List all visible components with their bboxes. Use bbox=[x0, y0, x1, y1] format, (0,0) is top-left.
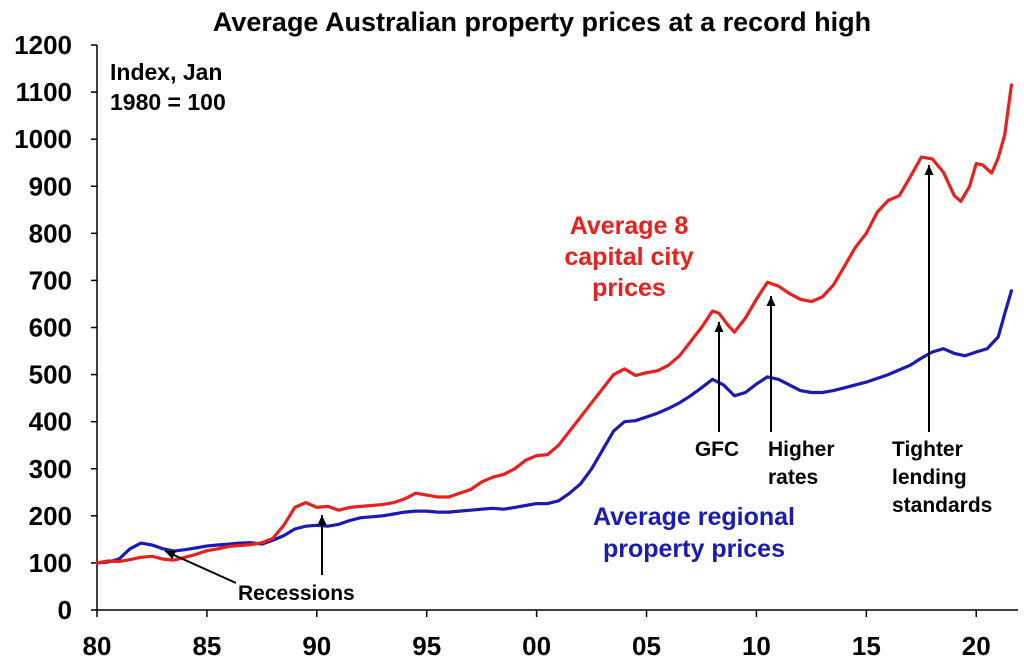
y-tick-label: 300 bbox=[29, 454, 72, 484]
series-label-capital: prices bbox=[592, 274, 666, 302]
y-tick-label: 1000 bbox=[14, 124, 72, 154]
series-label-capital: capital city bbox=[564, 243, 693, 271]
x-tick-label: 85 bbox=[192, 631, 221, 661]
annotation-arrow-head bbox=[165, 551, 176, 560]
series-line-regional bbox=[95, 289, 1013, 565]
y-tick-label: 600 bbox=[29, 313, 72, 343]
annotations: Recessions GFC Higher rates Tighter lending st… bbox=[164, 165, 992, 605]
index-note-line-1: Index, Jan bbox=[110, 59, 222, 85]
series-label-regional: property prices bbox=[603, 535, 785, 563]
annotation-higher_rates-text: rates bbox=[768, 466, 818, 489]
annotation-arrow-head bbox=[924, 165, 934, 175]
series-layer bbox=[95, 83, 1013, 565]
y-tick-label: 400 bbox=[29, 407, 72, 437]
annotation-tighter_lending-text: standards bbox=[892, 494, 992, 517]
series-line-capital bbox=[95, 83, 1013, 565]
index-note-line-2: 1980 = 100 bbox=[110, 89, 226, 115]
y-axis-ticks: 0 100 200 300 400 500 600 700 800 900 1000 1100 1200 bbox=[14, 30, 97, 625]
x-tick-label: 10 bbox=[742, 631, 771, 661]
annotation-arrow-head bbox=[766, 296, 776, 306]
x-tick-label: 90 bbox=[302, 631, 331, 661]
y-tick-label: 0 bbox=[58, 595, 72, 625]
x-tick-label: 05 bbox=[632, 631, 661, 661]
annotation-arrow-head bbox=[317, 515, 327, 525]
x-axis-ticks: 80 85 90 95 00 05 10 15 20 bbox=[83, 610, 991, 661]
annotation-tighter_lending-text: Tighter bbox=[892, 438, 963, 461]
y-tick-label: 500 bbox=[29, 360, 72, 390]
index-note: Index, Jan 1980 = 100 bbox=[110, 59, 226, 115]
y-tick-label: 200 bbox=[29, 501, 72, 531]
x-tick-label: 20 bbox=[962, 631, 991, 661]
series-labels: Average 8 capital city prices Average regio… bbox=[564, 212, 795, 563]
annotation-arrow-line bbox=[164, 550, 237, 584]
series-label-capital: Average 8 bbox=[570, 212, 689, 240]
series-label-regional: Average regional bbox=[593, 503, 795, 531]
x-tick-label: 95 bbox=[412, 631, 441, 661]
annotation-higher_rates-text: Higher bbox=[768, 438, 835, 461]
y-tick-label: 900 bbox=[29, 171, 72, 201]
x-tick-label: 15 bbox=[852, 631, 881, 661]
y-tick-label: 800 bbox=[29, 218, 72, 248]
x-tick-label: 80 bbox=[83, 631, 112, 661]
annotation-arrow-head bbox=[714, 322, 724, 332]
chart-title: Average Australian property prices at a … bbox=[213, 7, 871, 37]
y-tick-label: 100 bbox=[29, 548, 72, 578]
annotation-gfc-text: GFC bbox=[695, 438, 739, 461]
annotation-tighter_lending-text: lending bbox=[892, 466, 967, 489]
y-tick-label: 1200 bbox=[14, 30, 72, 60]
x-tick-label: 00 bbox=[522, 631, 551, 661]
y-tick-label: 700 bbox=[29, 265, 72, 295]
y-tick-label: 1100 bbox=[16, 77, 72, 107]
annotation-recessions-text: Recessions bbox=[238, 582, 355, 605]
